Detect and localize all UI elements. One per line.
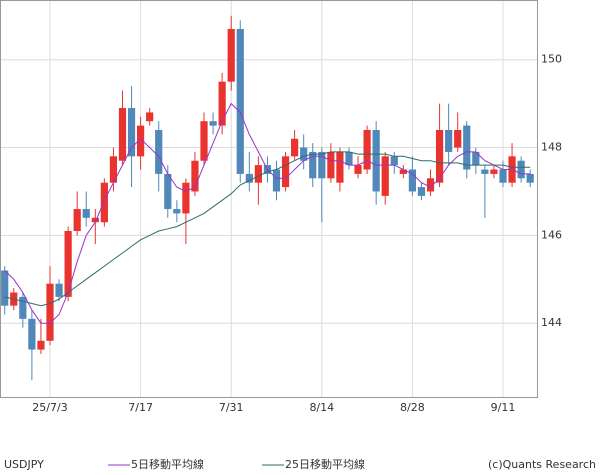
moving-average-line <box>4 151 531 307</box>
candle-body <box>82 209 90 218</box>
symbol-label: USDJPY <box>4 458 44 471</box>
y-tick-label: 146 <box>541 228 562 241</box>
legend-label: 25日移動平均線 <box>285 457 365 471</box>
candle-body <box>435 129 444 183</box>
candle-body <box>218 81 226 126</box>
candle-body <box>481 169 489 174</box>
candle-body <box>336 151 344 183</box>
candle-body <box>37 340 45 350</box>
candle-body <box>309 151 317 179</box>
candle-body <box>182 182 190 214</box>
marks <box>1 15 534 381</box>
candle-body <box>209 121 217 126</box>
candle-body <box>499 169 507 183</box>
candle-body <box>345 151 353 166</box>
x-tick-label: 9/11 <box>491 401 516 414</box>
candle-body <box>100 182 108 223</box>
candle-body <box>381 156 389 196</box>
candle-body <box>28 318 36 350</box>
candle-body <box>526 173 534 183</box>
candle-body <box>155 129 163 174</box>
plot-frame <box>0 0 538 398</box>
candle-body <box>417 187 426 196</box>
grid <box>1 1 537 397</box>
candle-body <box>173 209 181 214</box>
x-tick-label: 7/17 <box>128 401 153 414</box>
x-tick-label: 8/14 <box>309 401 334 414</box>
candle-body <box>390 156 398 166</box>
candle-body <box>399 169 407 174</box>
candle-body <box>91 217 99 223</box>
candle-body <box>472 151 480 166</box>
candle-body <box>454 129 462 148</box>
candle-body <box>118 108 127 161</box>
y-tick-label: 148 <box>541 141 562 154</box>
legend-label: 5日移動平均線 <box>131 457 204 471</box>
candle-body <box>164 173 172 210</box>
candle-body <box>236 28 244 174</box>
candle-body <box>272 169 281 192</box>
candle-body <box>318 151 326 179</box>
candle-body <box>408 169 416 192</box>
x-tick-label: 8/28 <box>400 401 425 414</box>
candle-body <box>363 129 371 170</box>
candle-body <box>354 165 362 174</box>
candle-body <box>127 108 136 157</box>
candle-body <box>191 160 199 192</box>
candle-body <box>254 165 262 183</box>
candle-body <box>46 283 54 341</box>
candle-body <box>291 138 299 157</box>
candle-body <box>426 178 435 192</box>
candle-body <box>227 28 235 82</box>
candle-body <box>445 129 453 152</box>
moving-average-line <box>4 102 531 324</box>
candle-body <box>245 173 253 183</box>
candle-body <box>490 169 498 174</box>
candle-body <box>19 296 27 319</box>
y-tick-label: 150 <box>541 53 562 66</box>
candle-body <box>517 160 525 179</box>
candle-body <box>327 151 335 179</box>
x-tick-label: 25/7/3 <box>32 401 67 414</box>
x-tick-label: 7/31 <box>219 401 244 414</box>
candle-body <box>1 270 9 306</box>
y-tick-label: 144 <box>541 316 562 329</box>
candle-body <box>300 147 308 161</box>
candle-body <box>463 125 471 170</box>
candle-body <box>372 129 380 192</box>
candle-body <box>55 283 63 297</box>
candle-body <box>73 209 81 231</box>
candle-body <box>146 112 154 122</box>
candle-body <box>64 230 72 297</box>
candle-body <box>200 121 208 161</box>
candle-body <box>281 156 290 188</box>
credit: (c)Quants Research <box>488 458 596 471</box>
candle-body <box>137 125 145 157</box>
candle-body <box>109 156 118 183</box>
